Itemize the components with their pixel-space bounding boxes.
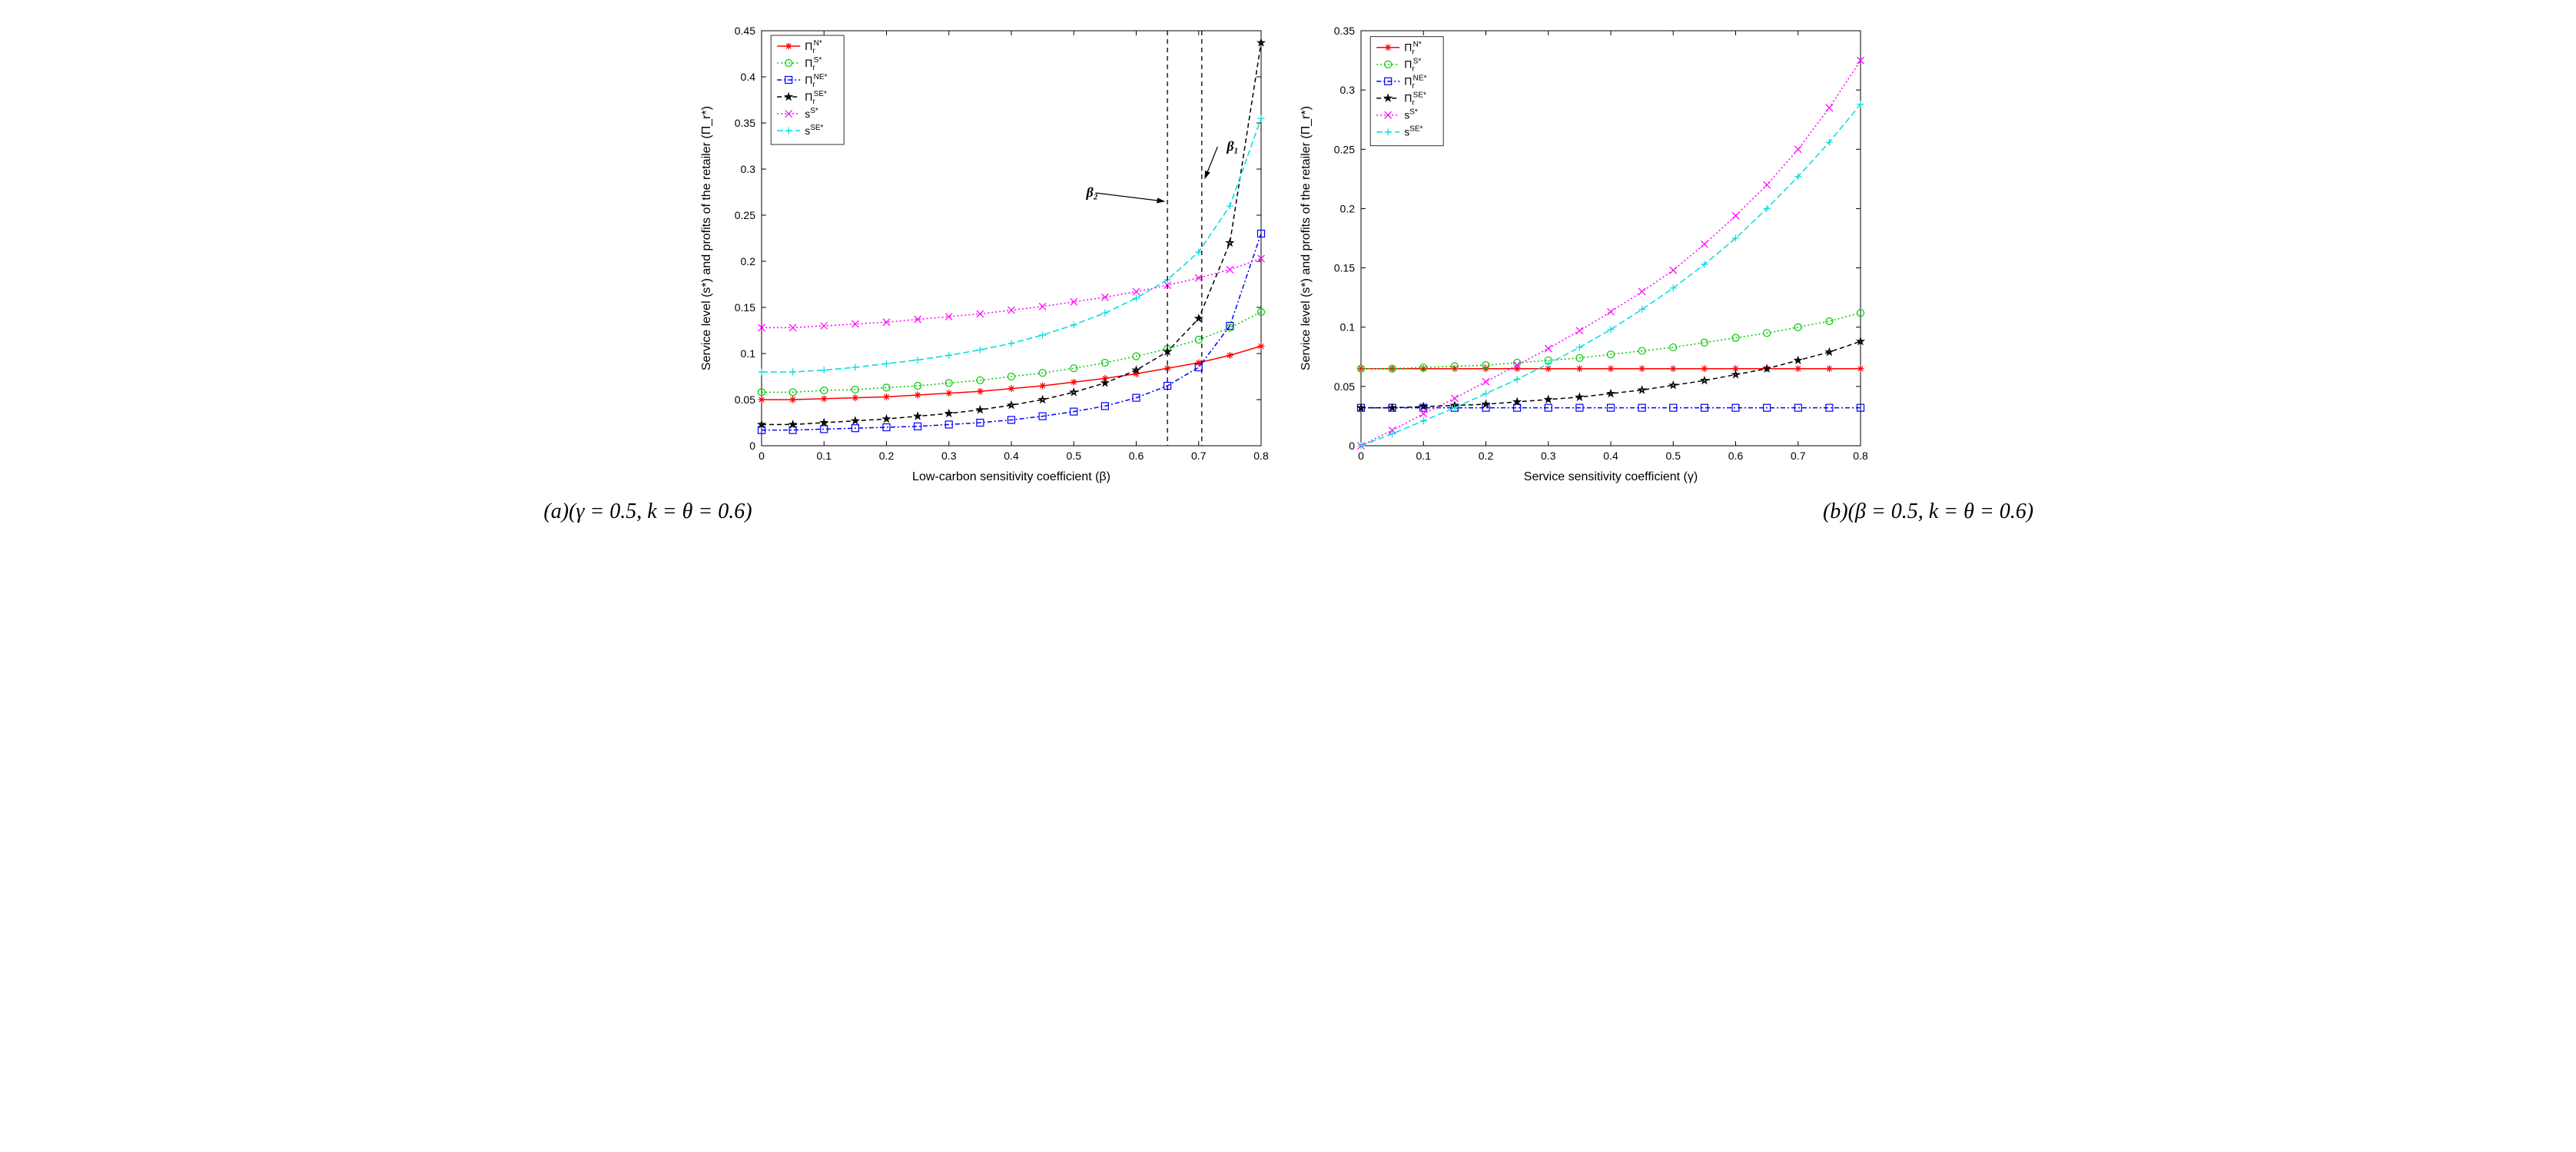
svg-text:0.3: 0.3	[741, 163, 756, 175]
svg-text:0.7: 0.7	[1191, 450, 1207, 462]
svg-text:0: 0	[759, 450, 765, 462]
svg-text:β₁: β₁	[1226, 138, 1239, 154]
svg-text:0.25: 0.25	[735, 209, 755, 221]
svg-text:Service level (s*) and profits: Service level (s*) and profits of the re…	[700, 106, 713, 370]
svg-text:Service sensitivity coefficien: Service sensitivity coefficient (γ)	[1524, 470, 1698, 483]
svg-text:0.5: 0.5	[1666, 450, 1681, 462]
svg-text:0.1: 0.1	[1416, 450, 1432, 462]
svg-text:0: 0	[1358, 450, 1364, 462]
svg-text:0.05: 0.05	[1334, 380, 1355, 393]
svg-text:0.3: 0.3	[1340, 84, 1356, 96]
svg-text:0.7: 0.7	[1791, 450, 1806, 462]
caption-b: (b)(β = 0.5, k = θ = 0.6)	[1296, 500, 2561, 524]
svg-text:0.6: 0.6	[1129, 450, 1144, 462]
svg-text:0.35: 0.35	[735, 117, 755, 129]
svg-text:0.4: 0.4	[1004, 450, 1019, 462]
svg-text:Low-carbon sensitivity coeffic: Low-carbon sensitivity coefficient (β)	[912, 470, 1110, 483]
svg-text:0.1: 0.1	[817, 450, 832, 462]
svg-text:0.3: 0.3	[941, 450, 957, 462]
chart-a-svg: 0 0.1 0.2 0.3 0.4 0.5 0.6 0.7 0.8 0 0.05 0.1 0.15 0.2…	[696, 15, 1280, 492]
svg-text:0.2: 0.2	[879, 450, 895, 462]
svg-text:0.8: 0.8	[1253, 450, 1269, 462]
svg-text:0.35: 0.35	[1334, 25, 1355, 37]
svg-text:0: 0	[1349, 440, 1355, 452]
svg-text:0.4: 0.4	[1603, 450, 1618, 462]
svg-text:0.15: 0.15	[1334, 262, 1355, 274]
figure-container: 0 0.1 0.2 0.3 0.4 0.5 0.6 0.7 0.8 0 0.05 0.1 0.15 0.2…	[15, 15, 2561, 492]
panel-a: 0 0.1 0.2 0.3 0.4 0.5 0.6 0.7 0.8 0 0.05 0.1 0.15 0.2…	[696, 15, 1280, 492]
panel-b: 0 0.1 0.2 0.3 0.4 0.5 0.6 0.7 0.8 0 0.05 0.1 0.15 0.2…	[1296, 15, 1880, 492]
svg-text:0.2: 0.2	[741, 255, 756, 267]
svg-text:0.6: 0.6	[1728, 450, 1744, 462]
svg-text:Service level (s*) and profits: Service level (s*) and profits of the re…	[1300, 106, 1313, 370]
caption-row: (a)(γ = 0.5, k = θ = 0.6) (b)(β = 0.5, k…	[15, 500, 2561, 524]
caption-a: (a)(γ = 0.5, k = θ = 0.6)	[15, 500, 1280, 524]
svg-text:0.15: 0.15	[735, 301, 755, 314]
svg-text:0.8: 0.8	[1853, 450, 1868, 462]
svg-text:0.2: 0.2	[1479, 450, 1494, 462]
svg-text:0.2: 0.2	[1340, 202, 1356, 214]
svg-text:β₂: β₂	[1086, 184, 1099, 200]
svg-text:0.1: 0.1	[1340, 321, 1356, 334]
svg-text:0: 0	[749, 440, 755, 452]
svg-text:0.25: 0.25	[1334, 143, 1355, 155]
svg-text:0.4: 0.4	[741, 71, 756, 83]
svg-text:0.5: 0.5	[1067, 450, 1082, 462]
chart-b-svg: 0 0.1 0.2 0.3 0.4 0.5 0.6 0.7 0.8 0 0.05 0.1 0.15 0.2…	[1296, 15, 1880, 492]
svg-text:0.45: 0.45	[735, 25, 755, 37]
svg-text:0.05: 0.05	[735, 393, 755, 406]
svg-text:0.3: 0.3	[1541, 450, 1556, 462]
svg-text:0.1: 0.1	[741, 347, 756, 360]
